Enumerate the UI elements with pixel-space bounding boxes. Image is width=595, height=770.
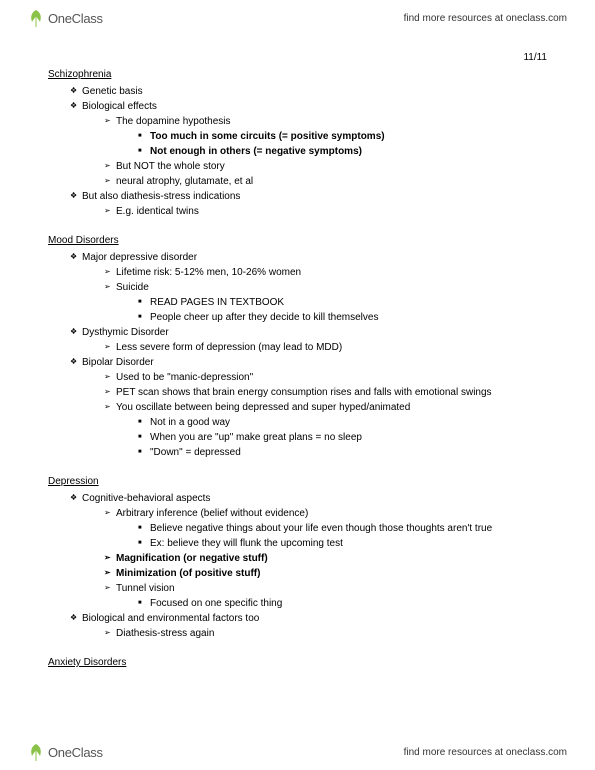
section-title-schizophrenia: Schizophrenia (48, 67, 547, 82)
section-title-mood: Mood Disorders (48, 233, 547, 248)
list-item: Focused on one specific thing (138, 596, 547, 611)
brand-text: OneClass (48, 745, 103, 760)
list-item: Cognitive-behavioral aspects (70, 491, 547, 506)
leaf-icon (28, 8, 44, 28)
list-item: PET scan shows that brain energy consump… (104, 385, 547, 400)
list-item: When you are "up" make great plans = no … (138, 430, 547, 445)
list-item: But NOT the whole story (104, 159, 547, 174)
list-item: You oscillate between being depressed an… (104, 400, 547, 415)
list-item: Biological and environmental factors too (70, 611, 547, 626)
brand-logo: OneClass (28, 8, 103, 28)
footer-tagline: find more resources at oneclass.com (404, 747, 567, 758)
list-item: People cheer up after they decide to kil… (138, 310, 547, 325)
list-item: Biological effects (70, 99, 547, 114)
list-item: Arbitrary inference (belief without evid… (104, 506, 547, 521)
document-body: 11/11 Schizophrenia Genetic basis Biolog… (48, 50, 547, 672)
list-item: Tunnel vision (104, 581, 547, 596)
list-item: Diathesis-stress again (104, 626, 547, 641)
page-footer: OneClass find more resources at oneclass… (0, 734, 595, 770)
page-header: OneClass find more resources at oneclass… (0, 0, 595, 36)
brand-logo: OneClass (28, 742, 103, 762)
list-item: Not in a good way (138, 415, 547, 430)
section-title-depression: Depression (48, 474, 547, 489)
list-item: Not enough in others (= negative symptom… (138, 144, 547, 159)
list-item: Genetic basis (70, 84, 547, 99)
list-item: Used to be "manic-depression" (104, 370, 547, 385)
list-item: E.g. identical twins (104, 204, 547, 219)
list-item: The dopamine hypothesis (104, 114, 547, 129)
leaf-icon (28, 742, 44, 762)
list-item: Minimization (of positive stuff) (104, 566, 547, 581)
list-item: Major depressive disorder (70, 250, 547, 265)
list-item: Magnification (or negative stuff) (104, 551, 547, 566)
list-item: Believe negative things about your life … (138, 521, 547, 536)
list-item: But also diathesis-stress indications (70, 189, 547, 204)
list-item: Less severe form of depression (may lead… (104, 340, 547, 355)
list-item: Lifetime risk: 5-12% men, 10-26% women (104, 265, 547, 280)
list-item: Bipolar Disorder (70, 355, 547, 370)
list-item: Too much in some circuits (= positive sy… (138, 129, 547, 144)
list-item: READ PAGES IN TEXTBOOK (138, 295, 547, 310)
brand-text: OneClass (48, 11, 103, 26)
list-item: Ex: believe they will flunk the upcoming… (138, 536, 547, 551)
header-tagline: find more resources at oneclass.com (404, 13, 567, 24)
list-item: "Down" = depressed (138, 445, 547, 460)
list-item: Suicide (104, 280, 547, 295)
list-item: neural atrophy, glutamate, et al (104, 174, 547, 189)
list-item: Dysthymic Disorder (70, 325, 547, 340)
page-date: 11/11 (48, 50, 547, 65)
section-title-anxiety: Anxiety Disorders (48, 655, 547, 670)
